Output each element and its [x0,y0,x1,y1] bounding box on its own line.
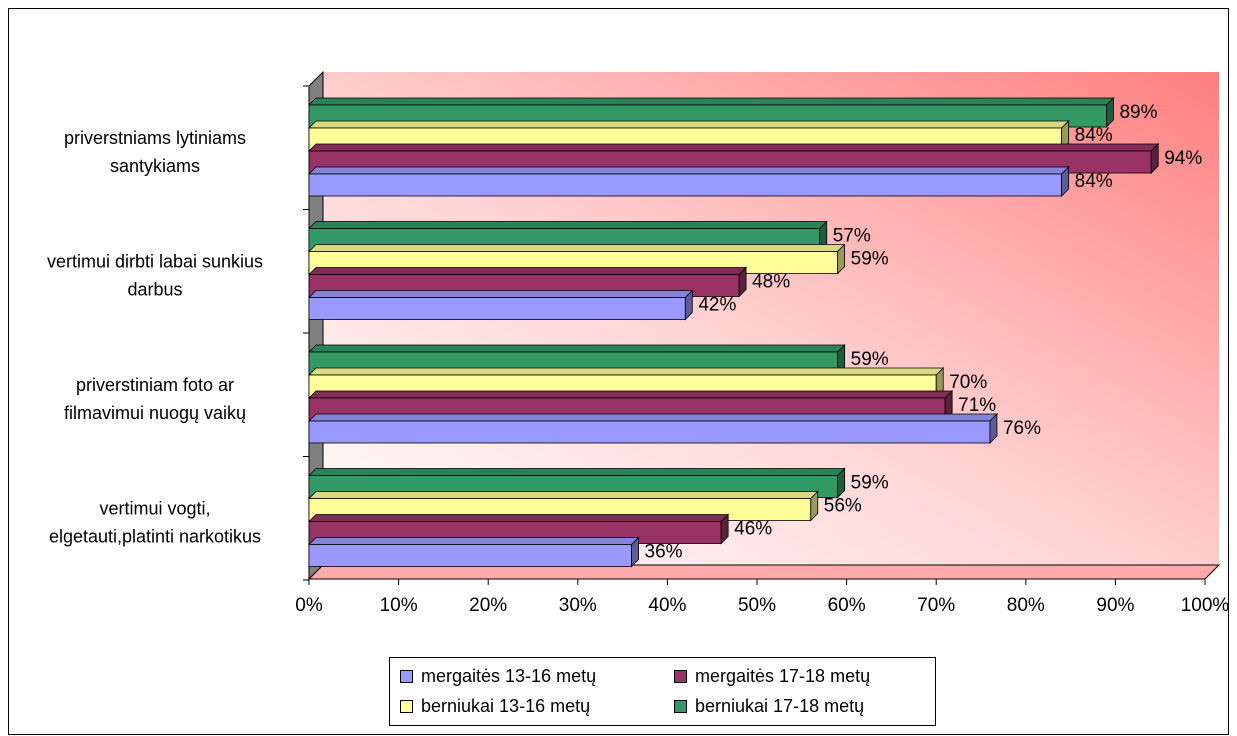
data-label: 59% [851,249,889,270]
bar [308,536,640,568]
x-tick-label: 80% [1007,595,1045,616]
bar-front [308,420,991,444]
category-label: vertimui vogti, elgetauti,platinti narkot… [49,498,261,546]
x-tick-label: 100% [1181,595,1230,616]
legend-item: berniukai 17-18 metų [674,694,864,718]
legend: mergaitės 13-16 metų mergaitės 17-18 metų… [389,657,936,726]
bar-top [308,290,694,298]
x-tick-label: 20% [469,595,507,616]
bar-end [810,490,819,522]
bar-end [837,467,846,499]
bar [308,166,1070,197]
bar-top [308,244,846,252]
bar [308,289,694,321]
data-label: 36% [645,542,683,563]
bar-end [819,220,828,252]
x-tick-label: 90% [1096,595,1134,616]
data-label: 94% [1164,148,1202,169]
x-axis: 0% 10% 20% 30% 40% 50% 60% 70% 80% 90% 100% [295,578,1230,616]
bar-end [720,513,729,545]
data-label: 70% [949,372,987,393]
bar-end [1061,166,1070,197]
data-label: 46% [734,519,772,540]
category-label-line: vertimui dirbti labai sunkius [47,251,263,271]
bar-top [308,537,640,545]
bar-top [308,120,1070,129]
bar-top [308,143,1160,152]
category-label-line: filmavimui nuogų vaikų [64,403,246,423]
bar-top [308,97,1115,106]
bar-top [308,367,945,376]
data-label: 57% [833,226,871,247]
legend-swatch [400,669,413,683]
category-label-line: priverstiniam foto ar [76,375,234,395]
bar-end [1106,97,1114,128]
x-tick-label: 60% [828,595,866,616]
legend-item: mergaitės 13-16 metų [400,664,596,688]
plot-floor [307,564,1221,580]
data-label: 84% [1075,125,1113,146]
bar-top [308,413,998,422]
bar-top [308,166,1070,175]
data-label: 59% [851,349,889,370]
x-tick-label: 70% [917,595,955,616]
category-label-line: darbus [127,279,182,299]
bar-top [308,514,730,522]
category-label: vertimui dirbti labai sunkius darbus [47,251,263,299]
bar-end [684,289,693,321]
bar-front [308,544,632,567]
data-labels: 89%84%94%84%57%59%48%42%59%70%71%76%59%5… [645,102,1203,563]
bar-top [308,344,846,353]
legend-item: berniukai 13-16 metų [400,694,590,718]
bar-end [989,413,998,444]
x-tick-label: 10% [380,595,418,616]
bar [308,413,998,444]
bar-end [631,536,639,568]
bar-top [308,267,748,275]
data-label: 89% [1119,102,1157,123]
x-tick-label: 30% [559,595,597,616]
bar-front [308,173,1063,197]
data-label: 56% [824,496,862,517]
legend-label: berniukai 17-18 metų [695,695,865,716]
data-label: 59% [851,473,889,494]
category-label: priverstiniam foto ar filmavimui nuogų va… [64,375,246,423]
bar-top [308,491,819,499]
category-label-line: priverstniams lytiniams [64,128,246,148]
bars [308,97,1160,568]
data-label: 76% [1003,418,1041,439]
x-tick-label: 0% [295,595,323,616]
data-label: 42% [698,295,736,316]
bar-front [308,297,686,320]
bar-end [837,344,846,375]
data-label: 71% [958,395,996,416]
legend-swatch [400,699,413,713]
legend-item: mergaitės 17-18 metų [674,664,870,688]
data-label: 84% [1075,171,1113,192]
data-label: 48% [752,272,790,293]
category-label-line: vertimui vogti, [99,498,210,518]
bar-top [308,390,954,399]
category-label: priverstniams lytiniams santykiams [64,128,246,176]
legend-swatch [674,699,687,713]
bar-end [837,243,846,275]
bar-end [1061,120,1070,151]
x-tick-label: 50% [738,595,776,616]
category-label-line: santykiams [110,156,200,176]
bar-end [935,367,944,398]
legend-swatch [674,669,687,683]
bar-top [308,468,846,476]
bar-end [944,390,953,421]
bar-top [308,221,828,229]
legend-label: mergaitės 17-18 metų [695,665,871,686]
category-axis: priverstniams lytiniams santykiams vertimu… [47,85,309,581]
category-label-line: elgetauti,platinti narkotikus [49,526,261,546]
x-tick-label: 40% [648,595,686,616]
legend-label: mergaitės 13-16 metų [421,665,597,686]
bar-end [738,266,747,298]
legend-label: berniukai 13-16 metų [421,695,591,716]
bar-end [1150,143,1159,174]
